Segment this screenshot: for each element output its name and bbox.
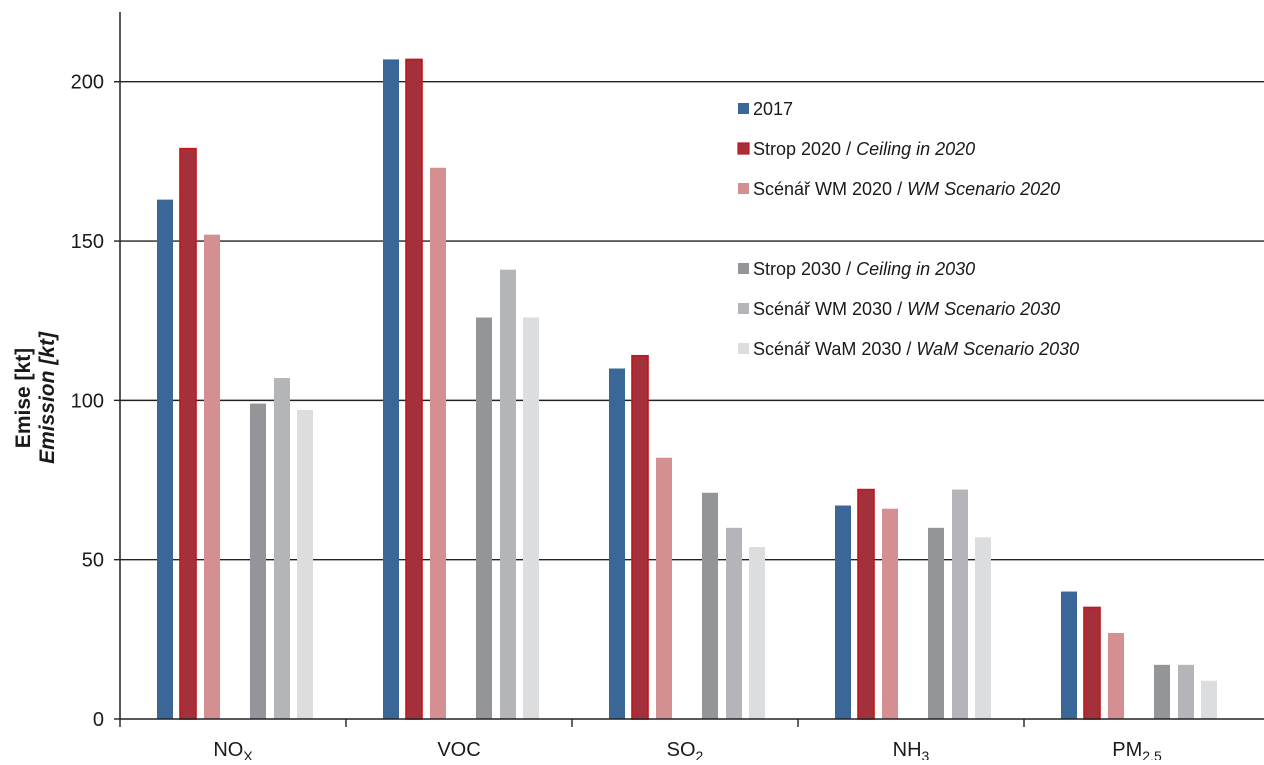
bar	[500, 269, 516, 719]
bar	[274, 378, 290, 719]
x-tick-label: NH3	[893, 739, 930, 760]
bar	[523, 317, 539, 719]
bar	[1108, 632, 1124, 719]
bar	[476, 317, 492, 719]
bar	[204, 234, 220, 719]
legend-swatch	[738, 103, 749, 114]
bar	[297, 409, 313, 719]
grid-lines	[120, 81, 1264, 561]
legend-swatch	[737, 142, 750, 155]
bar	[656, 457, 672, 719]
legend-label: Scénář WaM 2030 / WaM Scenario 2030	[753, 339, 1079, 359]
bar	[631, 354, 649, 720]
y-axis-label-cz: Emise [kt]	[12, 348, 35, 448]
legend-label: Scénář WM 2020 / WM Scenario 2020	[753, 179, 1060, 199]
bar	[975, 537, 991, 719]
x-tick-label: VOC	[437, 739, 480, 760]
bar	[609, 368, 625, 719]
bar	[928, 527, 944, 719]
legend-swatch	[738, 303, 749, 314]
bar	[383, 59, 399, 719]
bar	[1201, 680, 1217, 719]
bar	[749, 546, 765, 719]
y-tick-label: 0	[93, 709, 104, 731]
y-tick-label: 100	[71, 390, 104, 412]
y-tick-label: 150	[71, 231, 104, 253]
bar	[157, 199, 173, 719]
y-tick-label: 200	[71, 72, 104, 94]
axes: 0 50 100 150 200 NOX VOC SO2 NH3 PM2.5	[71, 12, 1264, 764]
bar	[726, 527, 742, 719]
legend-label: 2017	[753, 99, 793, 119]
legend-swatch	[738, 183, 749, 194]
legend-swatch	[738, 343, 749, 354]
bar	[1154, 664, 1170, 719]
bars	[157, 58, 1217, 720]
bar	[1061, 591, 1077, 719]
bar	[430, 167, 446, 719]
bar	[857, 488, 875, 720]
legend-label: Strop 2020 / Ceiling in 2020	[753, 139, 975, 159]
bar	[835, 505, 851, 719]
y-axis-label-en: Emission [kt]	[36, 331, 59, 464]
bar	[250, 403, 266, 719]
legend-label: Strop 2030 / Ceiling in 2030	[753, 259, 975, 279]
bar	[405, 58, 423, 720]
legend: 2017 Strop 2020 / Ceiling in 2020 Scénář W…	[737, 99, 1079, 359]
bar	[702, 492, 718, 719]
bar	[1178, 664, 1194, 719]
y-tick-label: 50	[82, 550, 104, 572]
bar	[1083, 606, 1101, 720]
bar	[179, 147, 197, 720]
x-tick-label: PM2.5	[1112, 739, 1162, 760]
x-tick-label: SO2	[667, 739, 704, 760]
legend-label: Scénář WM 2030 / WM Scenario 2030	[753, 299, 1060, 319]
x-tick-label: NOX	[213, 739, 253, 760]
bar	[952, 489, 968, 719]
legend-swatch	[738, 263, 749, 274]
bar	[882, 508, 898, 719]
